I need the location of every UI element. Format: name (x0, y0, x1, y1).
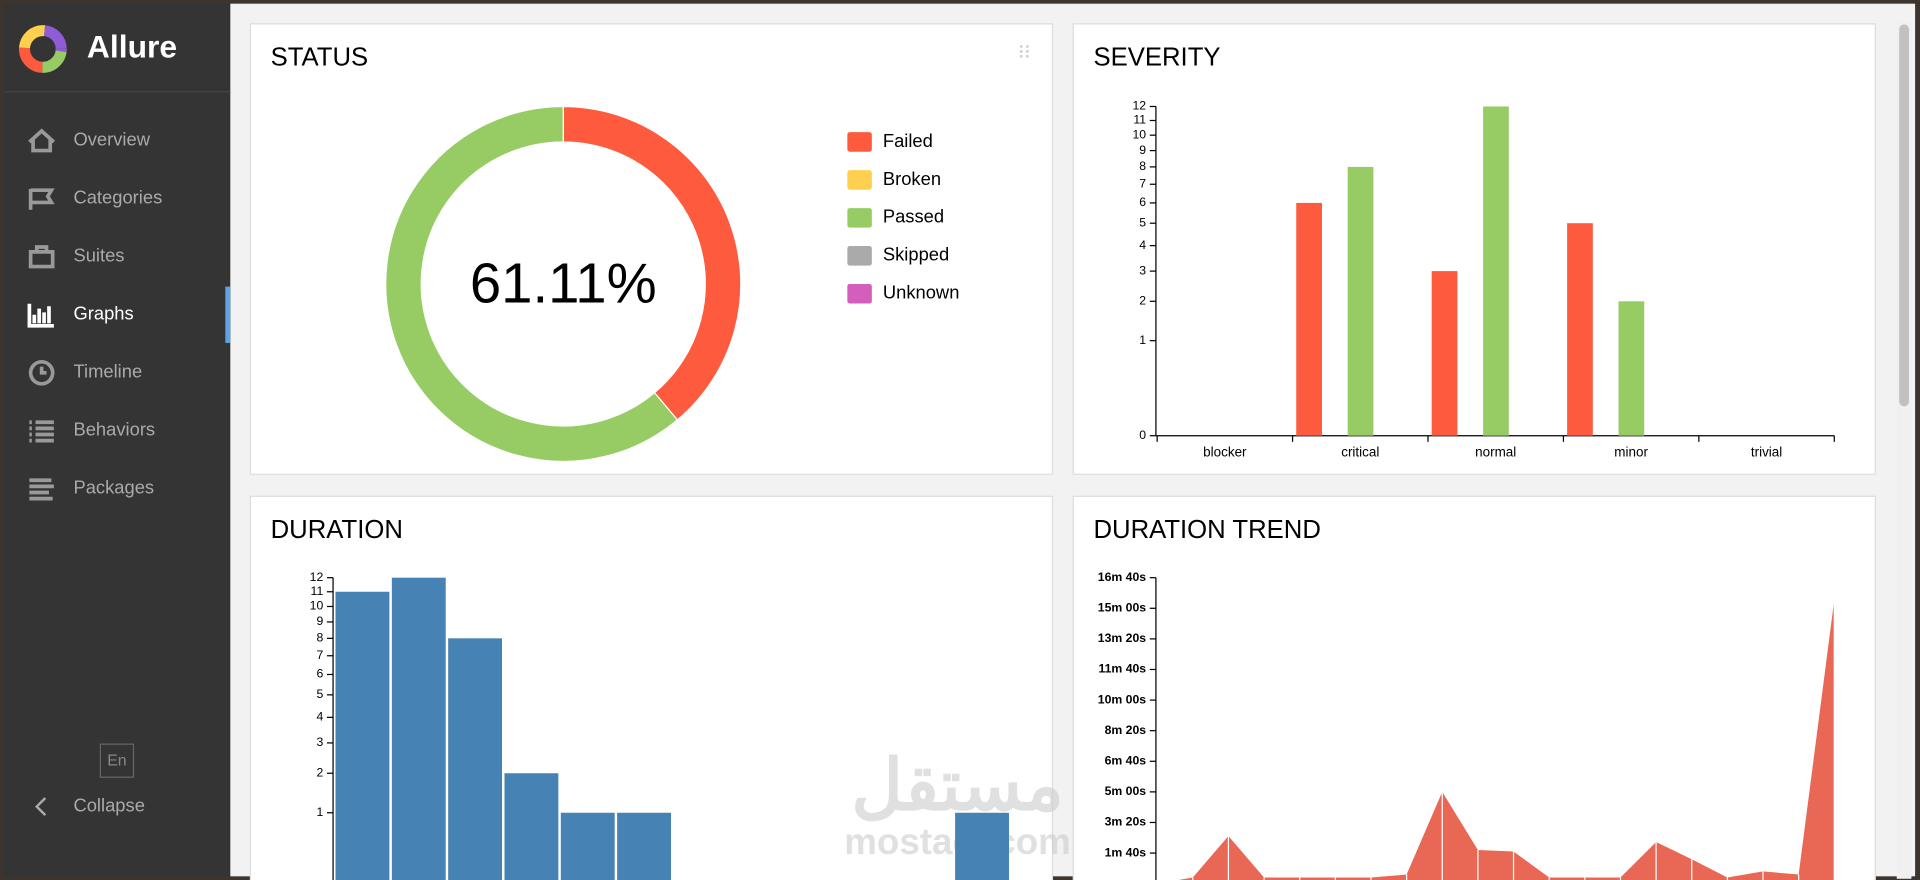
y-tick-label: 16m 40s (1098, 570, 1147, 584)
legend-swatch[interactable] (847, 283, 872, 304)
y-tick-label: 3m 20s (1105, 815, 1147, 829)
nav-icon[interactable] (28, 245, 55, 269)
x-tick-label: minor (1614, 444, 1648, 459)
histogram-bar[interactable] (955, 812, 1009, 880)
language-button[interactable] (99, 743, 135, 778)
histogram-bar[interactable] (617, 812, 672, 880)
nav-icon[interactable] (28, 128, 56, 153)
y-tick-label: 8m 20s (1105, 723, 1147, 737)
y-tick-label: 1 (1139, 333, 1146, 347)
y-tick-label: 6 (1139, 195, 1146, 209)
y-tick-label: 12 (310, 570, 324, 584)
histogram-bar[interactable] (335, 591, 390, 880)
nav-item[interactable]: Timeline (73, 361, 142, 382)
y-tick-label: 6m 40s (1105, 754, 1147, 768)
y-tick-label: 5 (1139, 215, 1146, 229)
y-tick-label: 0 (1139, 428, 1146, 442)
y-tick-label: 5 (316, 687, 323, 701)
y-tick-label: 13m 20s (1098, 631, 1147, 645)
y-tick-label: 3 (316, 735, 323, 749)
y-tick-label: 10 (310, 599, 324, 613)
y-tick-label: 2 (316, 765, 323, 779)
y-tick-label: 11 (1133, 113, 1146, 127)
y-tick-label: 12 (1133, 99, 1147, 113)
y-tick-label: 8 (1139, 159, 1146, 173)
y-tick-label: 10 (1133, 127, 1147, 141)
y-tick-label: 11 (311, 584, 324, 598)
histogram-bar[interactable] (448, 638, 503, 880)
bar[interactable] (1483, 106, 1509, 436)
panel-title: DURATION TREND (1093, 516, 1320, 544)
bar[interactable] (1431, 271, 1458, 436)
y-tick-label: 8 (316, 631, 323, 645)
panel-title: DURATION (271, 516, 403, 544)
donut-slice (562, 105, 742, 421)
nav-icon[interactable] (28, 359, 55, 386)
brand: Allure (87, 28, 177, 64)
y-tick-label: 2 (1139, 294, 1146, 308)
nav-item[interactable]: Packages (73, 477, 154, 498)
legend-swatch[interactable] (847, 170, 872, 190)
drag-handle[interactable] (1020, 45, 1029, 58)
panel (1072, 23, 1876, 475)
y-tick-label: 11m 40s (1098, 662, 1146, 676)
x-tick-label: blocker (1203, 444, 1247, 459)
y-tick-label: 10m 00s (1098, 692, 1147, 706)
x-tick-label: trivial (1751, 444, 1782, 459)
legend-label[interactable]: Broken (883, 168, 941, 189)
y-tick-label: 7 (1139, 176, 1146, 190)
nav-item[interactable]: Graphs (73, 303, 133, 324)
histogram-bar[interactable] (504, 773, 559, 880)
nav-icon[interactable] (29, 420, 54, 443)
panel (1072, 495, 1876, 880)
legend-label[interactable]: Skipped (883, 244, 949, 265)
y-tick-label: 9 (316, 614, 323, 628)
panel-title: STATUS (271, 44, 369, 72)
legend-label[interactable]: Failed (883, 130, 933, 151)
y-tick-label: 4 (1139, 238, 1146, 252)
legend-swatch[interactable] (847, 132, 872, 152)
y-tick-label: 1 (316, 805, 323, 819)
x-tick-label: critical (1341, 444, 1379, 459)
legend-label[interactable]: Unknown (883, 282, 960, 303)
y-tick-label: 6 (316, 667, 323, 681)
language-label[interactable]: En (107, 752, 126, 769)
legend-swatch[interactable] (847, 246, 872, 266)
y-tick-label: 5m 00s (1105, 784, 1147, 798)
nav-item[interactable]: Categories (73, 187, 162, 208)
x-tick-label: normal (1475, 444, 1516, 459)
scrollbar-thumb[interactable] (1899, 24, 1909, 407)
collapse-label[interactable]: Collapse (73, 794, 144, 815)
donut-slice (385, 105, 679, 463)
bar[interactable] (1296, 202, 1322, 436)
bar[interactable] (1567, 223, 1593, 436)
active-indicator (225, 286, 231, 343)
nav-item[interactable]: Suites (73, 245, 124, 266)
nav-icon[interactable] (28, 188, 55, 210)
panel-title: SEVERITY (1093, 44, 1220, 72)
legend-label[interactable]: Passed (883, 206, 944, 227)
watermark: مستقل (851, 746, 1064, 825)
y-tick-label: 15m 00s (1098, 601, 1147, 615)
nav-item[interactable]: Overview (73, 129, 150, 150)
nav-item[interactable]: Behaviors (73, 419, 155, 440)
legend-swatch[interactable] (847, 208, 872, 228)
histogram-bar[interactable] (391, 577, 446, 880)
center-label: 61.11% (470, 252, 657, 315)
y-tick-label: 9 (1139, 143, 1146, 157)
y-tick-label: 3 (1139, 263, 1146, 277)
histogram-bar[interactable] (560, 812, 615, 880)
y-tick-label: 1m 40s (1105, 845, 1147, 859)
nav-icon[interactable] (29, 478, 54, 501)
bar[interactable] (1347, 166, 1374, 436)
nav-icon[interactable] (27, 303, 54, 328)
y-tick-label: 7 (316, 648, 323, 662)
logo (18, 25, 67, 73)
y-tick-label: 4 (316, 710, 323, 724)
collapse-icon[interactable] (35, 797, 47, 816)
bar[interactable] (1618, 301, 1645, 436)
